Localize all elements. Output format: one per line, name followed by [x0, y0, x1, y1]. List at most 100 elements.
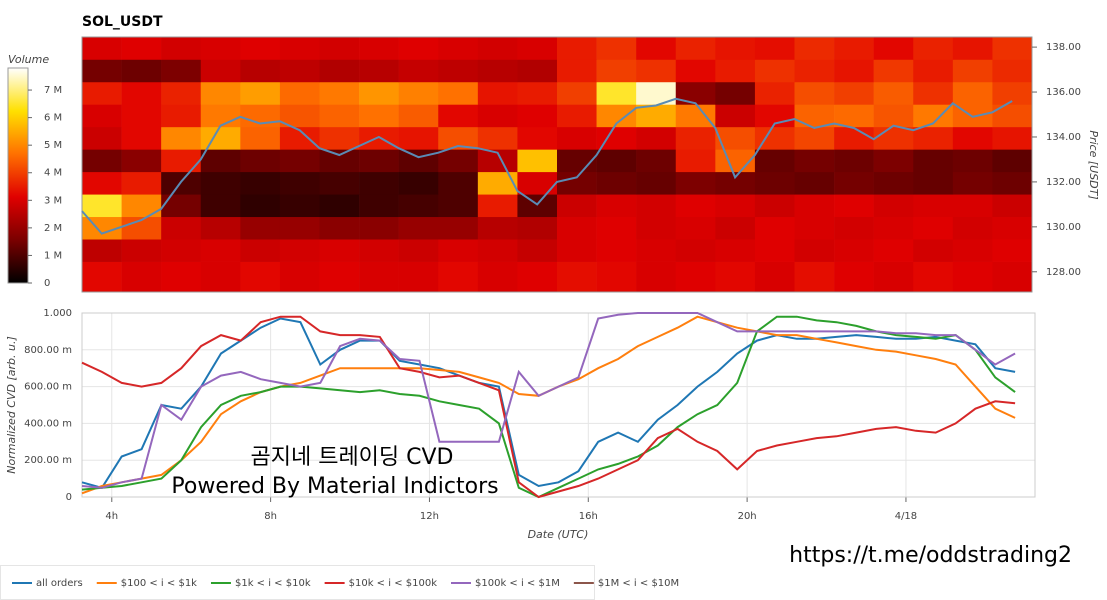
legend-label: $1k < i < $10k — [235, 578, 311, 589]
heatmap-cell — [952, 216, 993, 240]
heatmap-cell — [517, 59, 558, 83]
heatmap-cell — [596, 81, 637, 105]
heatmap-cell — [319, 171, 360, 195]
heatmap-cell — [952, 261, 993, 293]
heatmap-cell — [279, 104, 320, 128]
heatmap-cell — [596, 261, 637, 293]
y-tick-label: 132.00 — [1046, 177, 1081, 188]
heatmap-cell — [596, 126, 637, 150]
heatmap-cell — [82, 59, 122, 83]
heatmap-cell — [873, 81, 914, 105]
heatmap-cell — [952, 37, 993, 60]
heatmap-cell — [240, 37, 281, 60]
heatmap-cell — [517, 104, 558, 128]
heatmap-cell — [279, 239, 320, 262]
heatmap-cell — [517, 216, 558, 240]
heatmap-cell — [913, 59, 954, 83]
heatmap-cell — [359, 216, 399, 240]
heatmap-cell — [240, 149, 281, 173]
heatmap-cell — [319, 126, 360, 150]
heatmap-cell — [715, 216, 756, 240]
x-tick-label: 12h — [420, 511, 439, 522]
heatmap-cell — [82, 37, 122, 60]
heatmap-cell — [754, 216, 795, 240]
heatmap-cell — [715, 239, 756, 262]
heatmap-cell — [121, 37, 162, 60]
heatmap-cell — [477, 59, 518, 83]
heatmap-cell — [636, 126, 677, 150]
heatmap-cell — [240, 59, 281, 83]
heatmap-cell — [200, 59, 241, 83]
watermark-text: Powered By Material Indictors — [171, 474, 498, 499]
heatmap-cell — [715, 81, 756, 105]
heatmap-cell — [438, 239, 479, 262]
colorbar-tick-label: 3 M — [44, 195, 62, 206]
heatmap-cell — [82, 104, 122, 128]
heatmap-cell — [675, 194, 716, 218]
heatmap-cell — [319, 37, 360, 60]
heatmap-cell — [477, 194, 518, 218]
heatmap-cell — [754, 59, 795, 83]
heatmap-cell — [834, 59, 874, 83]
heatmap-cell — [636, 194, 677, 218]
heatmap-cell — [636, 239, 677, 262]
heatmap-cell — [715, 261, 756, 293]
heatmap-cell — [675, 261, 716, 293]
heatmap-cell — [319, 216, 360, 240]
heatmap-cell — [834, 149, 874, 173]
heatmap-cell — [161, 81, 202, 105]
heatmap-cell — [913, 81, 954, 105]
heatmap-cell — [873, 149, 914, 173]
heatmap-cell — [913, 239, 954, 262]
heatmap-cell — [398, 81, 439, 105]
heatmap-cell — [873, 239, 914, 262]
heatmap-cell — [161, 194, 202, 218]
heatmap-cell — [200, 171, 241, 195]
heatmap-cell — [82, 126, 122, 150]
heatmap-cell — [398, 59, 439, 83]
heatmap-cell — [873, 171, 914, 195]
heatmap-cell — [438, 171, 479, 195]
heatmap-cell — [952, 194, 993, 218]
heatmap-cell — [992, 261, 1033, 293]
heatmap-cell — [794, 104, 835, 128]
heatmap-cell — [398, 216, 439, 240]
heatmap-cell — [834, 126, 874, 150]
heatmap-cell — [82, 239, 122, 262]
heatmap-cell — [952, 126, 993, 150]
heatmap-cell — [794, 126, 835, 150]
heatmap-cell — [82, 171, 122, 195]
heatmap-cell — [754, 126, 795, 150]
heatmap-cell — [913, 104, 954, 128]
price-line — [81, 97, 1013, 235]
heatmap-cell — [359, 171, 399, 195]
heatmap-cell — [557, 104, 597, 128]
x-axis-label: Date (UTC) — [528, 528, 589, 541]
heatmap-cell — [398, 239, 439, 262]
heatmap-cell — [794, 59, 835, 83]
colorbar-tick-label: 4 M — [44, 168, 62, 179]
heatmap-cell — [121, 171, 162, 195]
heatmap-cell — [359, 37, 399, 60]
heatmap-cell — [359, 149, 399, 173]
heatmap-cell — [279, 126, 320, 150]
heatmap-cell — [873, 126, 914, 150]
heatmap-cell — [557, 81, 597, 105]
heatmap-cell — [161, 149, 202, 173]
heatmap-cell — [636, 104, 677, 128]
heatmap-cell — [200, 239, 241, 262]
y-tick-label: 138.00 — [1046, 42, 1081, 53]
y-tick-label: 134.00 — [1046, 132, 1081, 143]
heatmap-cell — [161, 37, 202, 60]
colorbar-tick-label: 2 M — [44, 223, 62, 234]
x-tick-label: 4/18 — [895, 511, 917, 522]
heatmap-cell — [279, 261, 320, 293]
heatmap-cell — [398, 104, 439, 128]
heatmap-cell — [794, 149, 835, 173]
heatmap-cell — [834, 171, 874, 195]
heatmap-cell — [240, 171, 281, 195]
heatmap-cell — [477, 126, 518, 150]
heatmap-cell — [319, 81, 360, 105]
heatmap-cell — [82, 81, 122, 105]
heatmap-cell — [438, 194, 479, 218]
